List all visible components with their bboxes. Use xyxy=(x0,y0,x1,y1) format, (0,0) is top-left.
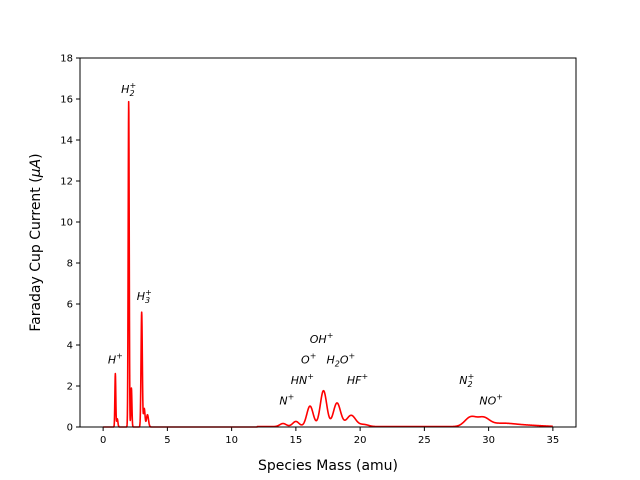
x-tick-label: 20 xyxy=(354,435,367,446)
x-tick-label: 15 xyxy=(290,435,303,446)
peak-label: H2O+ xyxy=(326,351,355,368)
peak-label: O+ xyxy=(301,351,316,366)
peak-label: OH+ xyxy=(310,331,334,346)
y-axis-title: Faraday Cup Current (μA) xyxy=(28,153,44,331)
y-tick-label: 18 xyxy=(60,54,73,65)
peak-label: HN+ xyxy=(291,372,314,387)
x-axis-title: Species Mass (amu) xyxy=(258,458,398,474)
series-line-current xyxy=(102,100,554,428)
x-tick-label: 25 xyxy=(418,435,431,446)
y-tick-label: 14 xyxy=(60,136,73,147)
x-tick-label: 30 xyxy=(482,435,495,446)
peak-label: H3+ xyxy=(137,288,152,305)
y-axis-ticks: 0 2 4 6 8 10 12 14 16 18 xyxy=(60,54,80,434)
peak-label: NO+ xyxy=(479,392,503,407)
peak-annotations: H+ H2+ H3+ N+ HN+ O+ OH+ H2O+ HF+ N2+ NO+ xyxy=(108,81,503,408)
y-tick-label: 16 xyxy=(60,95,73,106)
peak-label: HF+ xyxy=(347,372,368,387)
y-tick-label: 10 xyxy=(60,218,73,229)
y-tick-label: 8 xyxy=(67,259,73,270)
x-tick-label: 5 xyxy=(164,435,170,446)
x-axis-ticks: 0 5 10 15 20 25 30 35 xyxy=(100,427,559,446)
y-tick-label: 2 xyxy=(67,382,73,393)
peak-label: N+ xyxy=(279,392,294,407)
plot-frame xyxy=(79,57,577,428)
x-tick-label: 0 xyxy=(100,435,106,446)
peak-label: H2+ xyxy=(121,81,136,98)
peak-label: N2+ xyxy=(459,372,474,389)
x-tick-label: 35 xyxy=(547,435,560,446)
peak-label: H+ xyxy=(108,351,123,366)
y-tick-label: 0 xyxy=(67,423,73,434)
y-tick-label: 6 xyxy=(67,300,73,311)
y-tick-label: 12 xyxy=(60,177,73,188)
x-tick-label: 10 xyxy=(225,435,238,446)
y-tick-label: 4 xyxy=(67,341,73,352)
